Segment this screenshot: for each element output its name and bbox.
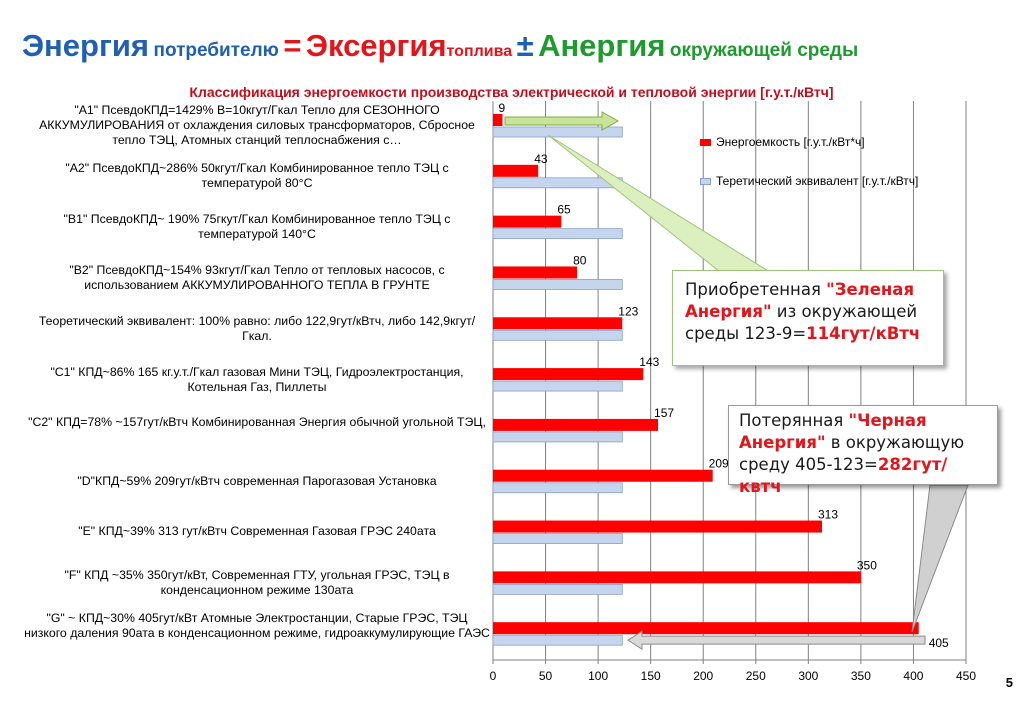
data-label: 313 — [818, 508, 838, 522]
title-anergy: Анергия — [538, 28, 666, 63]
title-plusminus: ± — [516, 28, 534, 63]
bar-theoretical — [492, 279, 623, 290]
page-number: 5 — [1005, 675, 1013, 690]
legend-swatch-red — [700, 139, 711, 146]
arrow-left-grey — [627, 630, 926, 651]
legend-item-theoretical: Теретический эквивалент [г.у.т./кВтч] — [700, 172, 918, 190]
callout-highlight: "Черная Анергия" — [739, 411, 927, 452]
bar-energy-intensity — [493, 215, 562, 228]
bar-theoretical — [492, 228, 623, 240]
category-label: "G" ~ КПД~30% 405гут/кВт Атомные Электро… — [24, 611, 490, 641]
title-exergy: Эксергия — [305, 28, 447, 63]
x-tick-label: 450 — [956, 669, 976, 683]
data-label: 9 — [498, 101, 505, 115]
arrow-right-green — [504, 111, 620, 131]
x-tick-label: 0 — [490, 669, 497, 683]
callout-result: 282гут/квтч — [739, 455, 948, 496]
data-label: 209 — [709, 457, 729, 471]
bar-energy-intensity — [493, 418, 659, 431]
x-tick-label: 250 — [746, 669, 766, 683]
legend-item-energy-intensity: Энергоемкость [г.у.т./кВт*ч] — [700, 133, 918, 151]
bar-theoretical — [492, 329, 623, 341]
bar-theoretical — [492, 482, 623, 494]
bar-theoretical — [492, 533, 623, 544]
title-equals: = — [283, 28, 302, 63]
x-tick-label: 400 — [903, 669, 923, 683]
bar-energy-intensity — [493, 164, 539, 177]
bar-energy-intensity — [493, 469, 713, 482]
title-environment: окружающей среды — [669, 40, 859, 61]
category-label: "С2" КПД=78% ~157гут/кВтч Комбинированна… — [28, 415, 486, 430]
bar-theoretical — [492, 380, 623, 392]
callout-text: Приобретенная — [685, 280, 827, 299]
title-fuel: топлива — [446, 43, 513, 60]
bar-theoretical — [492, 431, 623, 443]
bar-energy-intensity — [493, 520, 822, 533]
callout-text: из окружающей среды 123-9= — [685, 302, 918, 343]
title-energy: Энергия — [22, 28, 150, 63]
legend-label: Теретический эквивалент [г.у.т./кВтч] — [716, 174, 919, 188]
bar-energy-intensity — [493, 266, 578, 279]
callout-green-anergy: Приобретенная "Зеленая Анергия" из окруж… — [672, 270, 944, 366]
callout-text: Потерянная — [739, 411, 849, 430]
x-tick-label: 200 — [693, 669, 713, 683]
legend-swatch-blue — [700, 178, 711, 185]
bar-theoretical — [492, 583, 623, 595]
callout-black-anergy: Потерянная "Черная Анергия" в окружающую… — [728, 405, 998, 496]
category-label: "А2" ПсевдоКПД~286% 50кгут/Гкал Комбинир… — [65, 161, 449, 191]
chart-legend: Энергоемкость [г.у.т./кВт*ч] Теретически… — [700, 133, 918, 211]
callout-pointer-black — [911, 484, 969, 633]
data-label: 65 — [557, 203, 571, 217]
x-tick-label: 50 — [539, 669, 553, 683]
bar-energy-intensity — [493, 368, 644, 381]
data-label: 43 — [534, 152, 548, 166]
x-tick-label: 100 — [588, 669, 608, 683]
slide-title: Энергия потребителю = Эксергиятоплива ± … — [22, 28, 858, 64]
category-label: "F" КПД ~35% 350гут/кВт, Современная ГТУ… — [64, 567, 450, 597]
data-label: 350 — [857, 558, 877, 572]
category-label: Теоретический эквивалент: 100% равно: ли… — [38, 313, 476, 343]
bar-energy-intensity — [493, 114, 503, 126]
title-consumer: потребителю — [153, 40, 279, 61]
callout-highlight: "Зеленая Анергия" — [685, 280, 915, 321]
category-label: "В2" ПсевдоКПД~154% 93кгут/Гкал Тепло от… — [69, 262, 445, 292]
category-label: "D"КПД~59% 209гут/кВтч современная Парог… — [77, 473, 437, 488]
chart-subtitle: Классификация энергоемкости производства… — [189, 84, 834, 100]
callout-text: в окружающую среду 405-123= — [739, 433, 965, 474]
data-label: 143 — [639, 355, 659, 369]
category-label: "С1" КПД~86% 165 кг.у.т./Гкал газовая Ми… — [50, 364, 464, 394]
data-label: 123 — [618, 304, 638, 318]
bar-energy-intensity — [493, 571, 861, 584]
bar-theoretical — [492, 634, 623, 646]
x-tick-label: 350 — [851, 669, 871, 683]
category-label: "E" КПД~39% 313 гут/кВтч Современная Газ… — [78, 524, 436, 539]
data-label: 405 — [929, 636, 949, 650]
bar-energy-intensity — [493, 317, 623, 330]
category-label: "В1" ПсевдоКПД~ 190% 75гкут/Гкал Комбини… — [63, 212, 451, 242]
category-label: "А1" ПсевдоКПД=1429% В=10кгут/Гкал Тепло… — [39, 102, 475, 147]
bar-energy-intensity — [493, 622, 919, 635]
x-tick-label: 300 — [798, 669, 818, 683]
x-tick-label: 150 — [641, 669, 661, 683]
bar-theoretical — [492, 126, 623, 138]
data-label: 80 — [573, 253, 587, 267]
legend-label: Энергоемкость [г.у.т./кВт*ч] — [716, 135, 865, 149]
data-label: 157 — [654, 406, 674, 420]
callout-result: 114гут/кВтч — [806, 324, 921, 343]
